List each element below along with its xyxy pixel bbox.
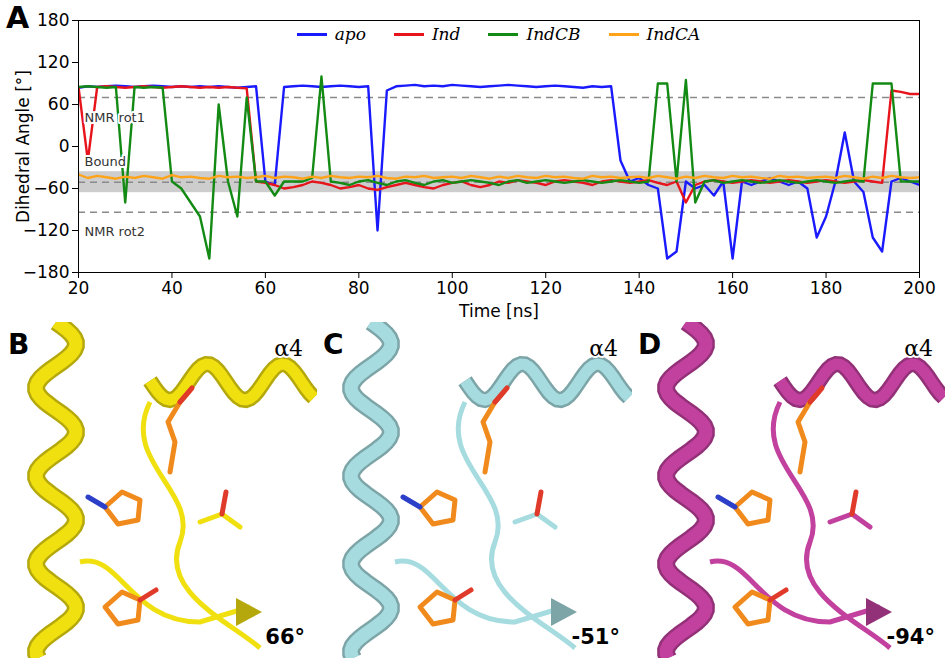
svg-text:-51°: -51° [572,625,620,649]
svg-text:120: 120 [529,278,561,298]
svg-text:100: 100 [436,278,468,298]
svg-text:D: D [638,328,661,361]
svg-text:Dihedral Angle [°]: Dihedral Angle [°] [13,70,33,223]
svg-text:140: 140 [623,278,655,298]
svg-text:−180: −180 [23,262,70,282]
svg-text:20: 20 [68,278,90,298]
svg-text:Bound: Bound [85,154,127,169]
svg-text:180: 180 [810,278,842,298]
svg-text:C: C [323,328,344,361]
html-text:A: A [6,0,30,35]
svg-text:0: 0 [59,136,70,156]
svg-text:NMR rot2: NMR rot2 [85,224,146,239]
svg-text:60: 60 [255,278,277,298]
svg-text:66°: 66° [265,625,305,649]
svg-text:B: B [8,328,29,361]
svg-text:−60: −60 [34,178,70,198]
svg-text:Time [ns]: Time [ns] [458,301,539,321]
html-text:Ind: Ind [431,24,461,44]
svg-text:α4: α4 [904,336,933,361]
svg-text:−120: −120 [22,219,70,240]
svg-text:NMR rot1: NMR rot1 [85,110,146,125]
svg-text:200: 200 [903,278,935,298]
svg-text:120: 120 [37,52,69,72]
svg-text:80: 80 [348,278,370,298]
svg-text:160: 160 [716,278,748,298]
html-text:apo: apo [334,24,366,44]
html-text:IndCA: IndCA [646,24,701,44]
svg-text:-94°: -94° [887,625,935,649]
html-text:IndCB: IndCB [526,24,581,44]
svg-text:40: 40 [161,278,183,298]
svg-text:α4: α4 [589,336,618,361]
svg-text:60: 60 [48,94,70,114]
svg-text:180: 180 [37,10,69,30]
svg-text:α4: α4 [274,336,303,361]
